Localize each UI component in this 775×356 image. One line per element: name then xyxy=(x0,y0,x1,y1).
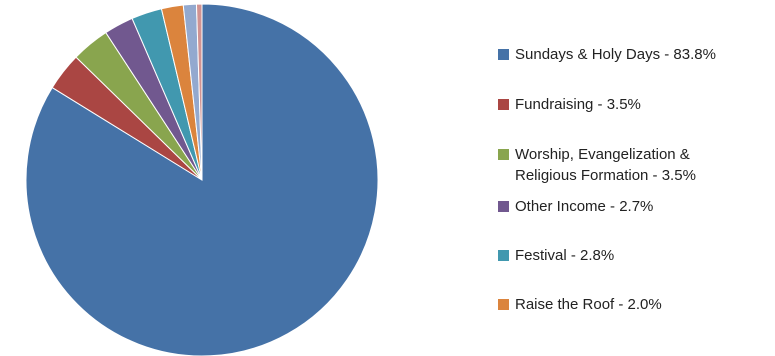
legend-item-2: Worship, Evangelization & Religious Form… xyxy=(498,144,696,186)
legend-label: Worship, Evangelization & Religious Form… xyxy=(515,146,696,184)
legend-item-3: Other Income - 2.7% xyxy=(498,196,653,217)
legend-item-4: Festival - 2.8% xyxy=(498,245,614,266)
legend-swatch xyxy=(498,49,509,60)
legend-label: Festival - 2.8% xyxy=(515,247,615,264)
pie-slice-7 xyxy=(195,3,203,181)
legend-item-5: Raise the Roof - 2.0% xyxy=(498,294,662,315)
legend-item-0: Sundays & Holy Days - 83.8% xyxy=(498,44,716,65)
legend-label: Raise the Roof - 2.0% xyxy=(515,296,662,313)
legend-swatch xyxy=(498,99,509,110)
legend-label: Fundraising - 3.5% xyxy=(515,96,641,113)
legend-label: Other Income - 2.7% xyxy=(515,198,654,215)
legend-swatch xyxy=(498,250,509,261)
legend-swatch xyxy=(498,149,509,160)
legend-item-1: Fundraising - 3.5% xyxy=(498,94,641,115)
legend-label: Sundays & Holy Days - 83.8% xyxy=(515,46,716,63)
legend-swatch xyxy=(498,201,509,212)
legend-swatch xyxy=(498,299,509,310)
